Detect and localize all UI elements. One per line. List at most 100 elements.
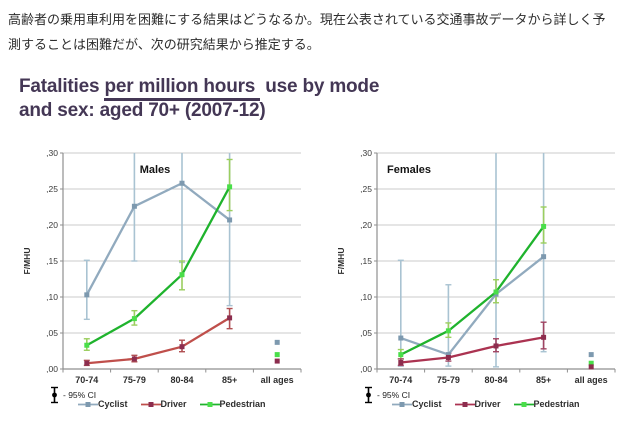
marker-driver [274, 358, 280, 364]
y-tick-label: ,05 [360, 328, 372, 338]
chart-title-label: Females [387, 164, 431, 176]
ci-errorbar-icon [365, 386, 372, 404]
figure-title-underlined: per million hours [104, 76, 261, 101]
swatch-marker [207, 401, 213, 407]
legend-label-driver: Driver [160, 399, 187, 409]
category-label: all ages [575, 375, 608, 385]
category-label: 70-74 [75, 375, 98, 385]
legend-item-pedestrian: Pedestrian [513, 399, 580, 409]
figure-title-part2: use by mode [260, 76, 380, 97]
males-chart: ,00 ,05 ,10 ,15 ,20 ,25 ,30 70-74 75-79 80-84 85+ a… [20, 143, 330, 415]
y-axis-title: F/MHU [336, 248, 346, 275]
ci-legend-label: - 95% CI [377, 390, 411, 400]
swatch-marker [462, 401, 468, 407]
legend-label-driver: Driver [474, 399, 501, 409]
marker-cyclist [588, 352, 594, 358]
ci-legend-males: - 95% CI [50, 386, 96, 404]
y-tick-label: ,15 [46, 256, 58, 266]
y-tick-label: ,15 [360, 256, 372, 266]
marker-pedestrian [445, 328, 451, 334]
figure-title-line2: and sex: aged 70+ (2007-12) [19, 100, 266, 121]
marker-pedestrian [84, 342, 90, 348]
y-tick-label: ,10 [360, 292, 372, 302]
category-label: all ages [261, 375, 294, 385]
driver-marker-icon [454, 400, 475, 409]
y-tick-label: ,00 [360, 364, 372, 374]
males-chart-plot: ,00 ,05 ,10 ,15 ,20 ,25 ,30 70-74 75-79 80-84 85+ a… [20, 143, 316, 395]
pedestrian-marker-icon [199, 400, 220, 409]
cyclist-swatch-svg [392, 401, 412, 407]
y-tick-label: ,20 [360, 220, 372, 230]
marker-cyclist [274, 339, 280, 345]
swatch-marker [521, 401, 527, 407]
intro-paragraph: 高齢者の乗用車利用を困難にする結果はどうなるか。現在公表されている交通事故データ… [8, 8, 624, 58]
marker-driver [398, 360, 404, 366]
marker-cyclist [541, 254, 547, 260]
series-line-pedestrian [86, 186, 231, 347]
marker-pedestrian [131, 316, 137, 322]
swatch-marker [85, 401, 91, 407]
females-chart-svg: ,00 ,05 ,10 ,15 ,20 ,25 ,30 70-74 75-79 80-84 85+ a… [336, 148, 616, 385]
legend-label-cyclist: Cyclist [98, 399, 128, 409]
ci-errorbar-icon [51, 386, 58, 404]
marker-cyclist [398, 335, 404, 341]
marker-driver [445, 354, 451, 360]
y-tick-label: ,30 [360, 148, 372, 158]
males-chart-svg: ,00 ,05 ,10 ,15 ,20 ,25 ,30 70-74 75-79 80-84 85+ a… [22, 148, 302, 385]
series-legend-males: Cyclist Driver Pedestrian [78, 399, 279, 409]
females-chart-plot: ,00 ,05 ,10 ,15 ,20 ,25 ,30 70-74 75-79 80-84 85+ a… [334, 143, 630, 395]
intro-line-1: 高齢者の乗用車利用を困難にする結果はどうなるか。現在公表されている交通事故データ… [8, 13, 606, 28]
cyclist-marker-icon [78, 400, 98, 409]
category-label: 80-84 [170, 375, 193, 385]
marker-cyclist [445, 352, 451, 358]
category-label: 75-79 [123, 375, 146, 385]
ci-legend-females: - 95% CI [364, 386, 410, 404]
marker-pedestrian [227, 184, 233, 190]
legend-item-cyclist: Cyclist [78, 399, 128, 409]
driver-marker-icon [140, 400, 161, 409]
marker-cyclist [84, 292, 90, 298]
series-line-pedestrian [400, 225, 545, 356]
series-legend-females: Cyclist Driver Pedestrian [392, 399, 593, 409]
driver-swatch-svg [140, 401, 161, 407]
marker-pedestrian [398, 352, 404, 358]
marker-pedestrian [179, 272, 185, 278]
legend-item-pedestrian: Pedestrian [199, 399, 266, 409]
marker-pedestrian [541, 223, 547, 229]
pedestrian-swatch-svg [513, 401, 534, 407]
marker-pedestrian [588, 360, 594, 366]
marker-cyclist [131, 203, 137, 209]
marker-driver [131, 356, 137, 362]
category-label: 85+ [222, 375, 237, 385]
y-tick-label: ,20 [46, 220, 58, 230]
category-label: 80-84 [484, 375, 507, 385]
category-label: 85+ [536, 375, 551, 385]
pedestrian-marker-icon [513, 400, 534, 409]
legend-item-driver: Driver [140, 399, 187, 409]
y-tick-label: ,00 [46, 364, 58, 374]
y-tick-label: ,30 [46, 148, 58, 158]
ci-legend-label: - 95% CI [63, 390, 97, 400]
swatch-marker [399, 401, 405, 407]
pedestrian-swatch-svg [199, 401, 220, 407]
series-line-driver [400, 336, 544, 364]
marker-driver [179, 344, 185, 350]
legend-label-cyclist: Cyclist [412, 399, 442, 409]
legend-item-driver: Driver [454, 399, 501, 409]
marker-cyclist [179, 180, 185, 186]
marker-driver [541, 334, 547, 340]
series-line-driver [86, 316, 231, 365]
marker-pedestrian [493, 289, 499, 295]
category-label: 75-79 [437, 375, 460, 385]
y-tick-label: ,10 [46, 292, 58, 302]
marker-driver [227, 315, 233, 321]
y-tick-label: ,25 [360, 184, 372, 194]
cyclist-marker-icon [392, 400, 412, 409]
y-tick-label: ,05 [46, 328, 58, 338]
legend-label-pedestrian: Pedestrian [219, 399, 266, 409]
marker-driver [493, 343, 499, 349]
marker-cyclist [227, 217, 233, 223]
chart-title-label: Males [140, 164, 171, 176]
figure-title-part1: Fatalities [19, 76, 105, 97]
category-label: 70-74 [389, 375, 412, 385]
